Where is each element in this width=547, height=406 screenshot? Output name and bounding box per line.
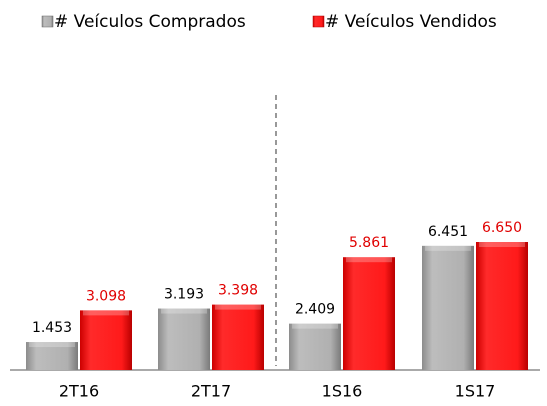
legend-label: # Veículos Vendidos (325, 12, 497, 32)
x-tick-label: 2T17 (191, 382, 231, 401)
value-label: 3.193 (164, 287, 204, 303)
value-label: 2.409 (295, 302, 335, 318)
x-tick-label: 2T16 (59, 382, 99, 401)
value-label: 3.398 (218, 283, 258, 299)
bar (158, 308, 210, 370)
legend-label: # Veículos Comprados (54, 12, 246, 32)
legend-swatch (312, 15, 325, 28)
bar (422, 245, 474, 370)
bar-bevel (215, 304, 261, 310)
bar-bevel (292, 323, 338, 329)
bar-bevel (425, 245, 471, 251)
bar (343, 257, 395, 370)
value-label: 5.861 (349, 235, 389, 251)
value-label: 6.451 (428, 224, 468, 240)
bar-bevel (479, 242, 525, 247)
value-label: 1.453 (32, 320, 72, 336)
bar-bevel (161, 308, 207, 314)
value-label: 3.098 (86, 288, 126, 304)
x-tick-label: 1S17 (455, 382, 496, 401)
bar (212, 304, 264, 370)
bar-bevel (29, 342, 75, 348)
value-label: 6.650 (482, 220, 522, 236)
bar-bevel (83, 310, 129, 316)
bar (289, 323, 341, 370)
bar (80, 310, 132, 370)
bar (476, 242, 528, 370)
legend-swatch (41, 15, 54, 28)
bar-bevel (346, 257, 392, 263)
x-tick-label: 1S16 (322, 382, 363, 401)
bar (26, 342, 78, 370)
